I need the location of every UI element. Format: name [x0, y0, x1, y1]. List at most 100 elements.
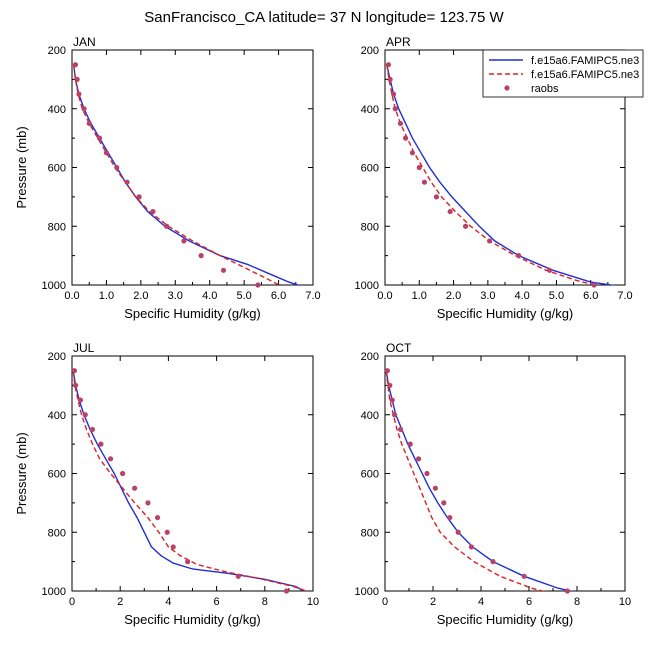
plot-frame	[384, 355, 626, 592]
x-tick-label: 2	[117, 596, 123, 608]
raobs-point	[283, 588, 290, 594]
x-tick-label: 4.0	[514, 290, 529, 302]
x-tick-label: 3.0	[168, 290, 183, 302]
raobs-point	[387, 76, 393, 82]
panel-label: JAN	[73, 35, 96, 49]
panel-label: APR	[386, 35, 411, 49]
raobs-point	[71, 368, 78, 374]
x-tick-label: 0.0	[377, 290, 392, 302]
raobs-point	[397, 120, 404, 127]
raobs-point	[132, 485, 138, 491]
x-tick-label: 1.0	[412, 290, 427, 302]
x-tick-label: 6	[526, 596, 532, 608]
model-solid-line	[72, 370, 305, 591]
raobs-point	[384, 368, 390, 374]
x-axis-label: Specific Humidity (g/kg)	[437, 612, 574, 627]
y-tick-label: 600	[48, 469, 66, 481]
raobs-point	[170, 544, 176, 550]
raobs-point	[424, 470, 430, 477]
y-tick-label: 1000	[42, 586, 66, 598]
y-tick-label: 200	[48, 351, 66, 363]
x-tick-label: 8	[574, 596, 580, 608]
raobs-point	[164, 223, 170, 229]
raobs-point	[185, 559, 191, 565]
x-tick-label: 3.0	[480, 290, 495, 302]
raobs-point	[72, 62, 79, 68]
raobs-point	[390, 91, 397, 97]
legend: f.e15a6.FAMIPC5.ne3 f.e15a6.FAMIPC5.ne3 ra…	[482, 49, 644, 98]
raobs-point	[81, 106, 87, 112]
raobs-point	[77, 397, 84, 403]
raobs-point	[433, 194, 440, 200]
raobs-point	[392, 106, 398, 112]
x-tick-label: 8	[262, 596, 268, 608]
raobs-point	[220, 267, 227, 273]
raobs-point	[74, 76, 80, 82]
raobs-point	[145, 500, 151, 506]
plot-frame	[71, 355, 314, 592]
y-tick-label: 400	[48, 410, 66, 422]
model-dashed-line	[385, 370, 546, 591]
raobs-point	[416, 164, 422, 171]
y-tick-label: 600	[361, 469, 379, 481]
raobs-point	[421, 179, 428, 185]
raobs-point	[398, 426, 404, 433]
plot-frame	[71, 49, 314, 286]
panel-oct: OCT 0 2 4 6 8 10 200 400 600 800 1000 Specific Humid…	[355, 341, 632, 627]
x-tick-label: 6.0	[583, 290, 598, 302]
x-tick-label: 0	[69, 596, 75, 608]
raobs-point	[255, 282, 261, 288]
x-tick-label: 7.0	[617, 290, 632, 302]
y-axis-label: Pressure (mb)	[14, 126, 29, 208]
raobs-point	[392, 412, 398, 418]
raobs-point	[154, 514, 161, 521]
x-tick-label: 2.0	[446, 290, 461, 302]
raobs-point	[490, 559, 496, 565]
y-tick-label: 200	[48, 45, 66, 57]
raobs-point	[98, 441, 104, 447]
raobs-point	[468, 544, 474, 550]
y-tick-label: 200	[361, 351, 379, 363]
raobs-point	[387, 382, 393, 388]
raobs-point	[591, 282, 597, 288]
raobs-point	[546, 267, 553, 273]
raobs-point	[198, 253, 204, 259]
raobs-point	[96, 135, 103, 141]
x-tick-label: 2	[430, 596, 436, 608]
y-tick-label: 1000	[355, 586, 379, 598]
y-tick-label: 400	[48, 104, 66, 116]
model-solid-line	[385, 370, 574, 591]
x-tick-label: 4.0	[202, 290, 217, 302]
raobs-point	[235, 573, 241, 579]
x-tick-label: 10	[307, 596, 319, 608]
legend-marker	[504, 85, 510, 91]
raobs-point	[114, 164, 120, 171]
raobs-point	[385, 62, 392, 68]
x-tick-label: 10	[619, 596, 631, 608]
raobs-point	[76, 91, 82, 97]
x-tick-label: 2.0	[133, 290, 148, 302]
panel-label: JUL	[73, 341, 95, 355]
y-tick-label: 600	[48, 163, 66, 175]
raobs-point	[89, 426, 96, 433]
raobs-point	[521, 573, 527, 579]
raobs-point	[103, 150, 110, 156]
x-axis-label: Specific Humidity (g/kg)	[124, 612, 261, 627]
raobs-point	[124, 179, 130, 185]
raobs-point	[409, 150, 416, 156]
panel-jul: JUL 0 2 4 6 8 10 200 400 600 800 1000 Specific Humid…	[14, 341, 319, 627]
model-solid-line	[73, 64, 301, 285]
y-tick-label: 800	[48, 527, 66, 539]
legend-label: f.e15a6.FAMIPC5.ne3	[531, 55, 639, 67]
raobs-point	[447, 208, 453, 215]
raobs-point	[432, 485, 438, 491]
figure-title: SanFrancisco_CA latitude= 37 N longitude…	[144, 9, 504, 26]
raobs-point	[82, 412, 88, 418]
raobs-point	[107, 456, 114, 462]
y-tick-label: 400	[361, 410, 379, 422]
legend-label: f.e15a6.FAMIPC5.ne3	[531, 69, 639, 81]
y-tick-label: 600	[361, 163, 379, 175]
y-tick-label: 800	[48, 221, 66, 233]
x-tick-label: 0.0	[64, 290, 79, 302]
